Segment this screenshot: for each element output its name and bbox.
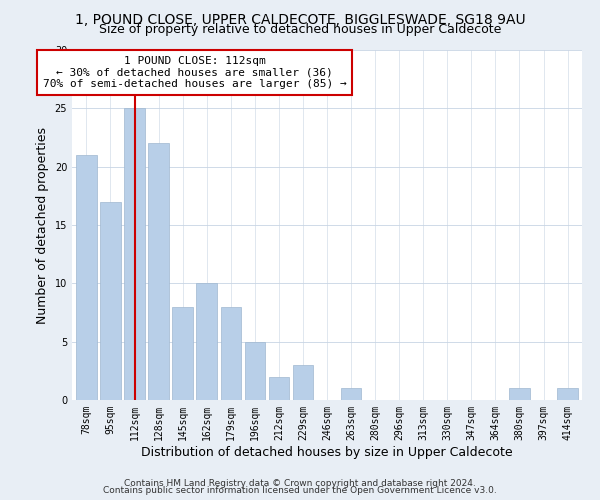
Bar: [172, 306, 193, 400]
Text: Contains public sector information licensed under the Open Government Licence v3: Contains public sector information licen…: [103, 486, 497, 495]
Bar: [196, 284, 217, 400]
Bar: [341, 388, 361, 400]
Bar: [100, 202, 121, 400]
Text: Size of property relative to detached houses in Upper Caldecote: Size of property relative to detached ho…: [99, 22, 501, 36]
Text: 1 POUND CLOSE: 112sqm
← 30% of detached houses are smaller (36)
70% of semi-deta: 1 POUND CLOSE: 112sqm ← 30% of detached …: [43, 56, 347, 89]
Bar: [148, 144, 169, 400]
Text: Contains HM Land Registry data © Crown copyright and database right 2024.: Contains HM Land Registry data © Crown c…: [124, 478, 476, 488]
Bar: [509, 388, 530, 400]
Bar: [221, 306, 241, 400]
Bar: [245, 342, 265, 400]
Bar: [269, 376, 289, 400]
Text: 1, POUND CLOSE, UPPER CALDECOTE, BIGGLESWADE, SG18 9AU: 1, POUND CLOSE, UPPER CALDECOTE, BIGGLES…: [74, 12, 526, 26]
Bar: [124, 108, 145, 400]
Bar: [76, 155, 97, 400]
Bar: [293, 365, 313, 400]
Y-axis label: Number of detached properties: Number of detached properties: [36, 126, 49, 324]
Bar: [557, 388, 578, 400]
X-axis label: Distribution of detached houses by size in Upper Caldecote: Distribution of detached houses by size …: [141, 446, 513, 458]
